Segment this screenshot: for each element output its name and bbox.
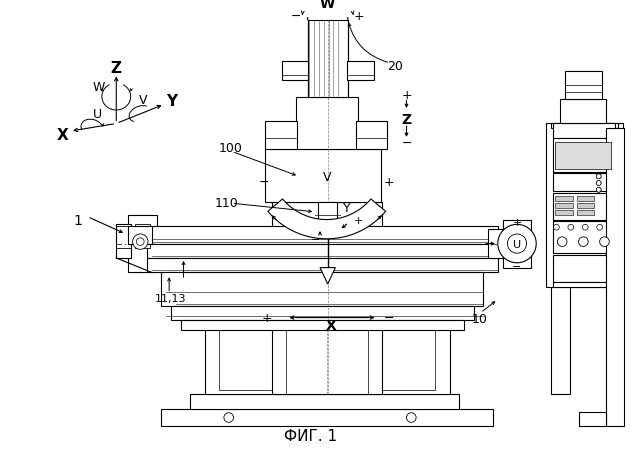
Bar bbox=[606, 129, 623, 426]
Bar bbox=[296, 97, 358, 150]
Text: Y: Y bbox=[343, 201, 351, 214]
Bar bbox=[552, 124, 615, 139]
Circle shape bbox=[596, 175, 601, 179]
Text: X: X bbox=[326, 318, 337, 333]
Circle shape bbox=[554, 225, 559, 231]
Text: 11,13: 11,13 bbox=[155, 294, 186, 303]
Text: Z: Z bbox=[111, 61, 122, 76]
Circle shape bbox=[136, 238, 144, 246]
Circle shape bbox=[406, 413, 416, 422]
Bar bbox=[552, 222, 615, 253]
Bar bbox=[556, 204, 573, 208]
Text: U: U bbox=[513, 239, 521, 249]
Circle shape bbox=[600, 238, 609, 247]
Text: Y: Y bbox=[166, 94, 177, 109]
Text: 1: 1 bbox=[74, 213, 83, 227]
Bar bbox=[128, 215, 157, 273]
Text: W: W bbox=[320, 0, 335, 11]
Bar bbox=[147, 244, 498, 258]
Bar bbox=[147, 258, 498, 273]
Circle shape bbox=[596, 225, 602, 231]
Text: −: − bbox=[401, 137, 412, 150]
Bar bbox=[318, 203, 337, 234]
Bar bbox=[190, 394, 460, 409]
Bar bbox=[180, 321, 464, 330]
Bar bbox=[205, 289, 450, 394]
Bar bbox=[577, 204, 594, 208]
Text: +: + bbox=[401, 89, 412, 102]
Bar bbox=[552, 256, 615, 283]
Text: +: + bbox=[353, 10, 364, 23]
Bar bbox=[552, 283, 615, 287]
Bar bbox=[347, 62, 374, 81]
Circle shape bbox=[568, 225, 573, 231]
Bar bbox=[550, 124, 618, 129]
Bar bbox=[161, 409, 493, 426]
Bar bbox=[161, 273, 483, 306]
Text: 110: 110 bbox=[214, 196, 238, 209]
Polygon shape bbox=[268, 199, 386, 239]
Polygon shape bbox=[320, 268, 335, 284]
Circle shape bbox=[508, 234, 527, 253]
Circle shape bbox=[596, 188, 601, 193]
Circle shape bbox=[596, 181, 601, 186]
Bar bbox=[147, 227, 498, 244]
Text: W: W bbox=[93, 81, 105, 94]
Bar bbox=[550, 126, 570, 394]
Bar bbox=[556, 211, 573, 215]
Circle shape bbox=[596, 181, 601, 186]
Bar bbox=[307, 20, 348, 97]
Circle shape bbox=[582, 225, 588, 231]
Text: −: − bbox=[259, 175, 269, 188]
Text: V: V bbox=[139, 94, 147, 106]
Text: V: V bbox=[323, 171, 331, 183]
Circle shape bbox=[498, 225, 536, 263]
Bar bbox=[577, 197, 594, 202]
Bar bbox=[282, 62, 308, 81]
Circle shape bbox=[224, 413, 234, 422]
Text: −: − bbox=[291, 10, 301, 23]
Bar bbox=[556, 197, 573, 202]
Text: 100: 100 bbox=[219, 142, 243, 155]
Text: +: + bbox=[384, 175, 394, 188]
Bar bbox=[488, 230, 508, 258]
Bar bbox=[552, 174, 615, 191]
Circle shape bbox=[579, 238, 588, 247]
Bar bbox=[552, 193, 615, 220]
Circle shape bbox=[557, 238, 567, 247]
Circle shape bbox=[132, 234, 148, 250]
Circle shape bbox=[596, 175, 601, 179]
Text: −: − bbox=[310, 234, 320, 244]
Bar bbox=[556, 142, 611, 169]
Bar bbox=[565, 71, 602, 100]
Bar bbox=[356, 121, 387, 150]
Bar bbox=[136, 225, 150, 249]
Text: 10: 10 bbox=[472, 312, 488, 325]
Text: +: + bbox=[512, 218, 522, 228]
Text: Z: Z bbox=[401, 112, 412, 126]
Text: X: X bbox=[56, 128, 68, 143]
Bar bbox=[579, 412, 606, 426]
Bar bbox=[116, 225, 131, 258]
Bar bbox=[265, 150, 381, 203]
Bar bbox=[552, 139, 615, 172]
Circle shape bbox=[596, 188, 601, 193]
Bar bbox=[128, 227, 152, 244]
Bar bbox=[171, 306, 474, 321]
Bar bbox=[502, 220, 531, 268]
Text: ФИГ. 1: ФИГ. 1 bbox=[284, 429, 337, 444]
Bar bbox=[272, 203, 383, 394]
Text: 20: 20 bbox=[387, 60, 403, 73]
Text: −: − bbox=[384, 311, 394, 324]
Bar bbox=[219, 294, 435, 390]
Bar bbox=[560, 100, 606, 124]
Bar bbox=[265, 121, 297, 150]
Text: +: + bbox=[354, 215, 363, 225]
Text: −: − bbox=[512, 261, 522, 271]
Text: +: + bbox=[262, 311, 273, 324]
Bar bbox=[546, 124, 623, 287]
Text: U: U bbox=[93, 108, 102, 121]
Bar bbox=[577, 211, 594, 215]
